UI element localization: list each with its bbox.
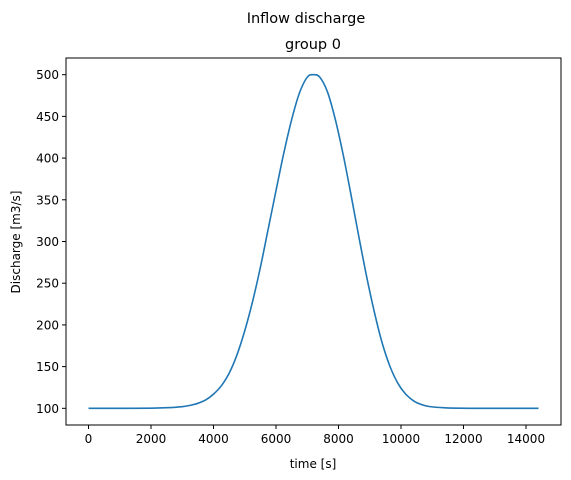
x-tick-label: 14000 [507, 432, 545, 446]
chart-title: group 0 [285, 37, 341, 53]
y-tick-label: 200 [36, 318, 59, 332]
y-axis-ticks: 100 150 200 250 300 350 400 450 500 [36, 68, 66, 416]
y-tick-label: 300 [36, 235, 59, 249]
x-tick-label: 2000 [136, 432, 167, 446]
x-tick-label: 6000 [261, 432, 292, 446]
y-tick-label: 100 [36, 402, 59, 416]
y-tick-label: 250 [36, 277, 59, 291]
x-axis-ticks: 0 2000 4000 6000 8000 10000 12000 14000 [85, 425, 545, 446]
x-tick-label: 0 [85, 432, 93, 446]
x-tick-label: 4000 [198, 432, 229, 446]
plot-frame [66, 58, 561, 425]
x-tick-label: 10000 [382, 432, 420, 446]
y-axis-label: Discharge [m3/s] [9, 191, 23, 294]
x-axis-label: time [s] [290, 457, 337, 471]
series-line [89, 75, 539, 409]
y-tick-label: 450 [36, 110, 59, 124]
y-tick-label: 150 [36, 360, 59, 374]
y-tick-label: 500 [36, 68, 59, 82]
y-tick-label: 400 [36, 152, 59, 166]
x-tick-label: 8000 [323, 432, 354, 446]
y-tick-label: 350 [36, 193, 59, 207]
x-tick-label: 12000 [444, 432, 482, 446]
chart-suptitle: Inflow discharge [247, 11, 366, 27]
plot-area [89, 75, 539, 409]
